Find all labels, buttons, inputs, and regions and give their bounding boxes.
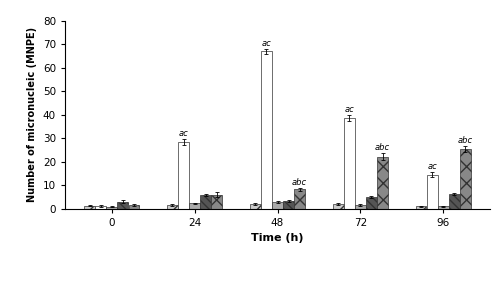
Bar [118, 201, 128, 209]
Bar [106, 207, 117, 209]
Text: abc: abc [375, 143, 390, 152]
X-axis label: Time (h): Time (h) [252, 233, 304, 243]
Text: ac: ac [178, 129, 188, 138]
Bar [200, 195, 211, 209]
Bar [449, 194, 460, 209]
Text: ac: ac [344, 105, 354, 114]
Text: abc: abc [292, 178, 307, 187]
Bar [261, 51, 272, 209]
Bar [272, 202, 283, 209]
Bar [250, 204, 260, 209]
Bar [355, 205, 366, 209]
Bar [427, 175, 438, 209]
Bar [344, 118, 354, 209]
Bar [128, 205, 139, 209]
Bar [167, 205, 177, 209]
Bar [212, 195, 222, 209]
Bar [84, 206, 95, 209]
Y-axis label: Number of micronucleic (MNPE): Number of micronucleic (MNPE) [28, 27, 38, 202]
Text: ac: ac [428, 162, 437, 171]
Bar [378, 157, 388, 209]
Bar [294, 189, 305, 209]
Bar [416, 206, 426, 209]
Bar [438, 206, 448, 209]
Bar [96, 206, 106, 209]
Bar [366, 197, 376, 209]
Bar [333, 204, 344, 209]
Bar [284, 201, 294, 209]
Bar [178, 142, 189, 209]
Bar [460, 149, 470, 209]
Bar [190, 204, 200, 209]
Text: ac: ac [262, 39, 272, 48]
Text: abc: abc [458, 136, 473, 145]
